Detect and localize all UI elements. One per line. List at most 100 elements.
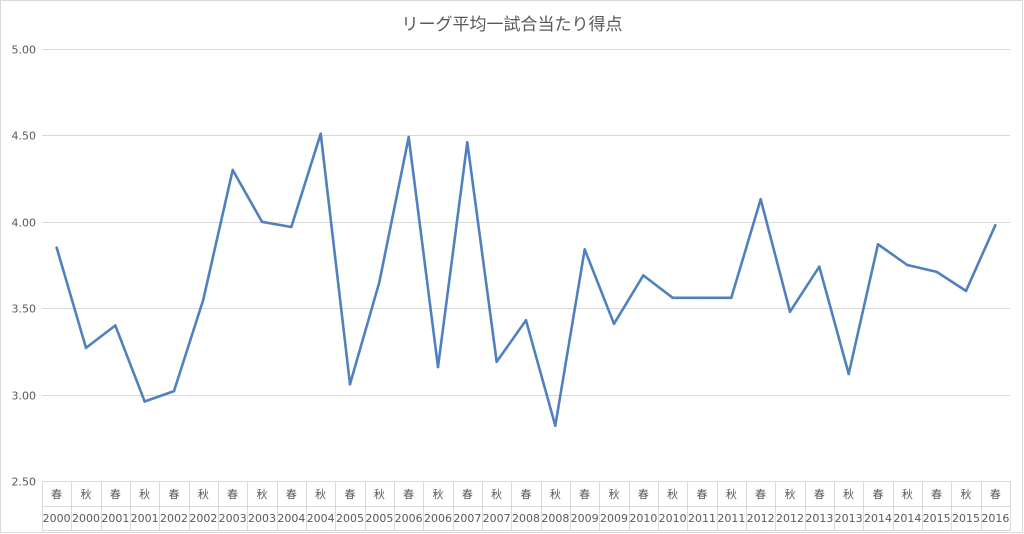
y-tick-label: 4.00 — [12, 217, 37, 230]
x-category-year-label: 2008 — [512, 512, 540, 525]
data-point — [84, 346, 88, 350]
x-category-season-label: 秋 — [667, 487, 678, 501]
x-category-year-label: 2010 — [629, 512, 657, 525]
data-point — [876, 243, 880, 246]
x-category-season-label: 春 — [931, 488, 942, 501]
x-axis-categories: 春 2000 秋 2000 春 2001 秋 2001 春 2002 秋 2002 春 2003 秋 2003… — [42, 481, 1011, 531]
x-category-season-label: 春 — [403, 488, 414, 501]
x-category-year-label: 2009 — [571, 512, 599, 525]
x-category-season-label: 春 — [814, 488, 825, 501]
data-point — [466, 141, 469, 144]
x-category-year-label: 2000 — [72, 512, 100, 525]
y-tick-label: 3.50 — [12, 303, 37, 316]
data-point — [700, 296, 704, 300]
y-tick-label: 5.00 — [12, 44, 37, 57]
data-point — [612, 322, 616, 326]
x-category-year-label: 2014 — [893, 512, 921, 525]
x-category-season-label: 秋 — [785, 487, 796, 501]
x-category-year-label: 2003 — [248, 512, 276, 525]
x-category-season-label: 春 — [638, 488, 649, 501]
x-category-season-label: 春 — [579, 488, 590, 501]
data-point — [818, 265, 821, 269]
x-category-season-label: 春 — [462, 488, 473, 501]
x-category-season-label: 秋 — [843, 487, 854, 501]
y-tick-label: 4.50 — [12, 130, 37, 143]
data-point — [172, 389, 176, 393]
x-category-season-label: 秋 — [902, 487, 913, 501]
data-point — [642, 274, 645, 277]
x-category-year-label: 2012 — [747, 512, 775, 525]
x-category-season-label: 春 — [110, 488, 121, 501]
x-category-year-label: 2013 — [835, 512, 863, 525]
data-point — [583, 248, 586, 251]
x-category-year-label: 2000 — [43, 512, 71, 525]
x-category-year-label: 2014 — [864, 512, 892, 525]
x-category-season-label: 秋 — [550, 487, 561, 501]
data-point — [319, 132, 323, 135]
data-point — [906, 263, 909, 267]
x-category-year-label: 2005 — [336, 512, 364, 525]
data-point — [994, 224, 997, 227]
gridlines — [42, 49, 1010, 482]
data-point — [378, 281, 381, 284]
x-category-year-label: 2007 — [483, 512, 511, 525]
x-category-season-label: 秋 — [81, 487, 92, 501]
x-category-season-label: 秋 — [198, 487, 209, 501]
x-category-year-label: 2002 — [160, 512, 188, 525]
x-category-year-label: 2001 — [131, 512, 159, 525]
x-category-season-label: 春 — [755, 488, 766, 501]
x-category-season-label: 春 — [873, 488, 884, 501]
data-point — [935, 270, 938, 274]
x-category-season-label: 秋 — [315, 487, 326, 501]
x-category-year-label: 2002 — [189, 512, 217, 525]
data-point — [114, 324, 117, 327]
x-category-year-label: 2009 — [600, 512, 628, 525]
y-tick-label: 2.50 — [12, 476, 37, 489]
data-point — [495, 360, 499, 364]
x-category-season-label: 春 — [521, 488, 532, 501]
x-category-season-label: 秋 — [961, 487, 972, 501]
x-category-season-label: 秋 — [257, 487, 268, 501]
x-category-season-label: 春 — [990, 488, 1001, 501]
x-category-year-label: 2013 — [805, 512, 833, 525]
x-category-season-label: 秋 — [139, 487, 150, 501]
x-category-season-label: 秋 — [374, 487, 385, 501]
data-point — [847, 372, 850, 376]
x-category-season-label: 秋 — [491, 487, 502, 501]
x-category-season-label: 春 — [345, 488, 356, 501]
x-category-season-label: 秋 — [726, 487, 737, 501]
x-category-year-label: 2004 — [277, 512, 305, 525]
x-category-year-label: 2016 — [981, 512, 1009, 525]
data-point — [759, 198, 762, 201]
data-point — [55, 246, 58, 249]
x-category-year-label: 2011 — [717, 512, 745, 525]
x-category-year-label: 2001 — [101, 512, 129, 525]
x-category-year-label: 2008 — [541, 512, 569, 525]
x-category-season-label: 春 — [51, 488, 62, 501]
x-category-season-label: 春 — [227, 488, 238, 501]
series-layer — [55, 132, 997, 428]
data-point — [788, 310, 792, 314]
x-category-year-label: 2012 — [776, 512, 804, 525]
data-point — [407, 135, 411, 139]
x-category-year-label: 2007 — [453, 512, 481, 525]
data-point — [290, 225, 293, 229]
data-point — [964, 289, 968, 293]
y-axis-tick-labels: 2.50 3.00 3.50 4.00 4.50 5.00 — [12, 44, 37, 489]
x-category-year-label: 2004 — [307, 512, 335, 525]
data-point — [671, 296, 674, 300]
data-point — [231, 168, 234, 172]
data-point — [730, 296, 733, 300]
data-point — [554, 424, 557, 428]
x-category-year-label: 2006 — [424, 512, 452, 525]
data-point — [348, 382, 352, 386]
x-category-season-label: 秋 — [433, 487, 444, 501]
x-category-year-label: 2005 — [365, 512, 393, 525]
data-point — [260, 220, 264, 224]
x-category-year-label: 2003 — [219, 512, 247, 525]
y-tick-label: 3.00 — [12, 390, 37, 403]
data-point — [524, 319, 528, 322]
x-category-season-label: 秋 — [609, 487, 620, 501]
x-category-year-label: 2010 — [659, 512, 687, 525]
